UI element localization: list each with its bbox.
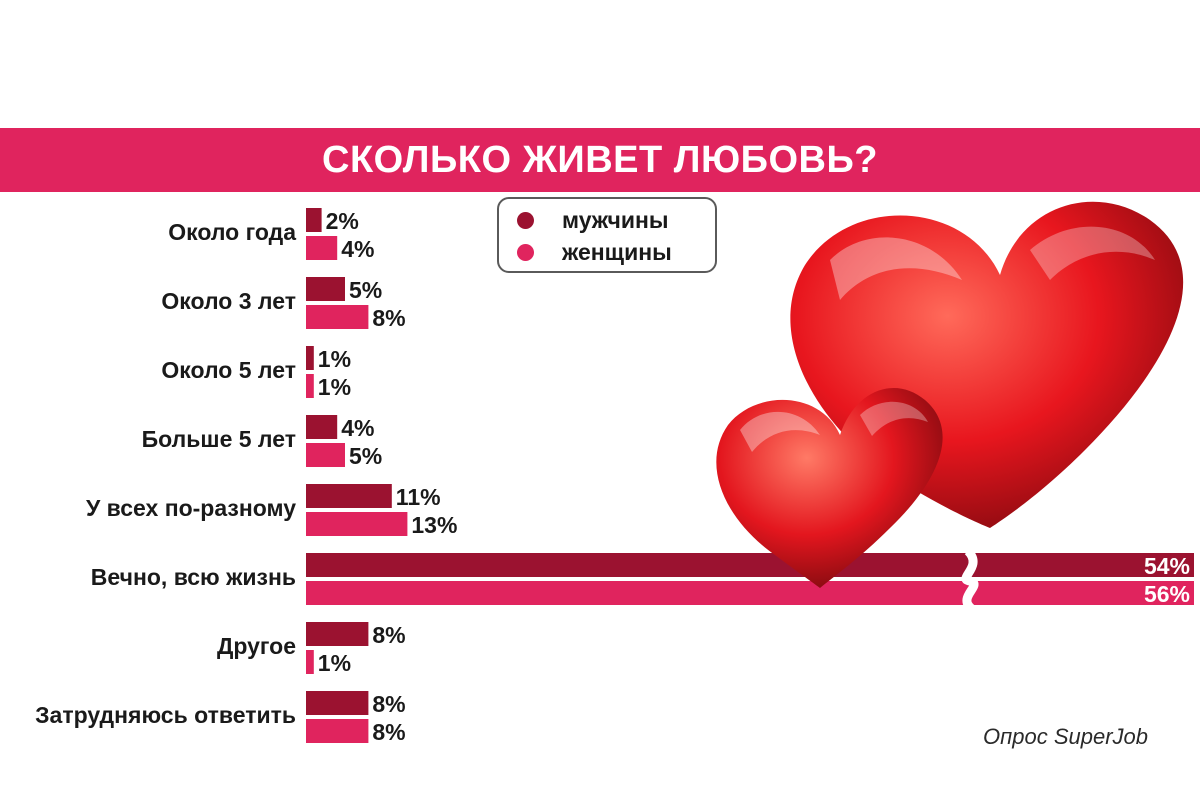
legend-label-men: мужчины (562, 207, 669, 233)
bar-women (306, 719, 369, 743)
bar-men (306, 415, 338, 439)
chart-title: СКОЛЬКО ЖИВЕТ ЛЮБОВЬ? (0, 128, 1200, 192)
data-label: 2% (326, 208, 359, 234)
data-label: 11% (396, 484, 441, 510)
legend-item-men: мужчины (517, 207, 669, 234)
data-label: 1% (318, 346, 351, 372)
bar-men (306, 553, 1194, 577)
category-label: Около 5 лет (161, 357, 296, 383)
bar-women (306, 374, 314, 398)
bar-women (306, 512, 408, 536)
bar-women (306, 305, 369, 329)
legend-dot-women (517, 244, 534, 261)
legend-item-women: женщины (517, 239, 672, 266)
hearts-illustration (716, 201, 1184, 588)
bar-women (306, 581, 1194, 605)
legend-label-women: женщины (562, 239, 672, 265)
legend-dot-men (517, 212, 534, 229)
data-label: 4% (341, 236, 374, 262)
legend: мужчины женщины (497, 197, 717, 273)
source-note: Опрос SuperJob (983, 724, 1148, 749)
data-label: 8% (372, 691, 405, 717)
category-label: Затрудняюсь ответить (35, 702, 296, 728)
data-label: 5% (349, 443, 382, 469)
bar-men (306, 346, 314, 370)
bar-men (306, 622, 369, 646)
data-label: 54% (1144, 553, 1190, 579)
data-label: 4% (341, 415, 374, 441)
category-label: У всех по-разному (86, 495, 296, 521)
bar-women (306, 236, 338, 260)
bar-men (306, 277, 345, 301)
data-label: 8% (372, 622, 405, 648)
data-label: 8% (372, 719, 405, 745)
bar-women (306, 443, 345, 467)
bar-men (306, 484, 392, 508)
category-label: Другое (217, 633, 296, 659)
data-label: 8% (372, 305, 405, 331)
data-label: 1% (318, 374, 351, 400)
data-label: 5% (349, 277, 382, 303)
category-label: Вечно, всю жизнь (91, 564, 296, 590)
category-label: Около года (168, 219, 296, 245)
small-heart-icon (716, 387, 943, 588)
axis-break-marker (961, 547, 979, 613)
data-label: 56% (1144, 581, 1190, 607)
bar-men (306, 208, 322, 232)
bar-men (306, 691, 369, 715)
bar-women (306, 650, 314, 674)
category-label: Около 3 лет (161, 288, 296, 314)
category-label: Больше 5 лет (142, 426, 296, 452)
data-label: 13% (411, 512, 457, 538)
data-label: 1% (318, 650, 351, 676)
